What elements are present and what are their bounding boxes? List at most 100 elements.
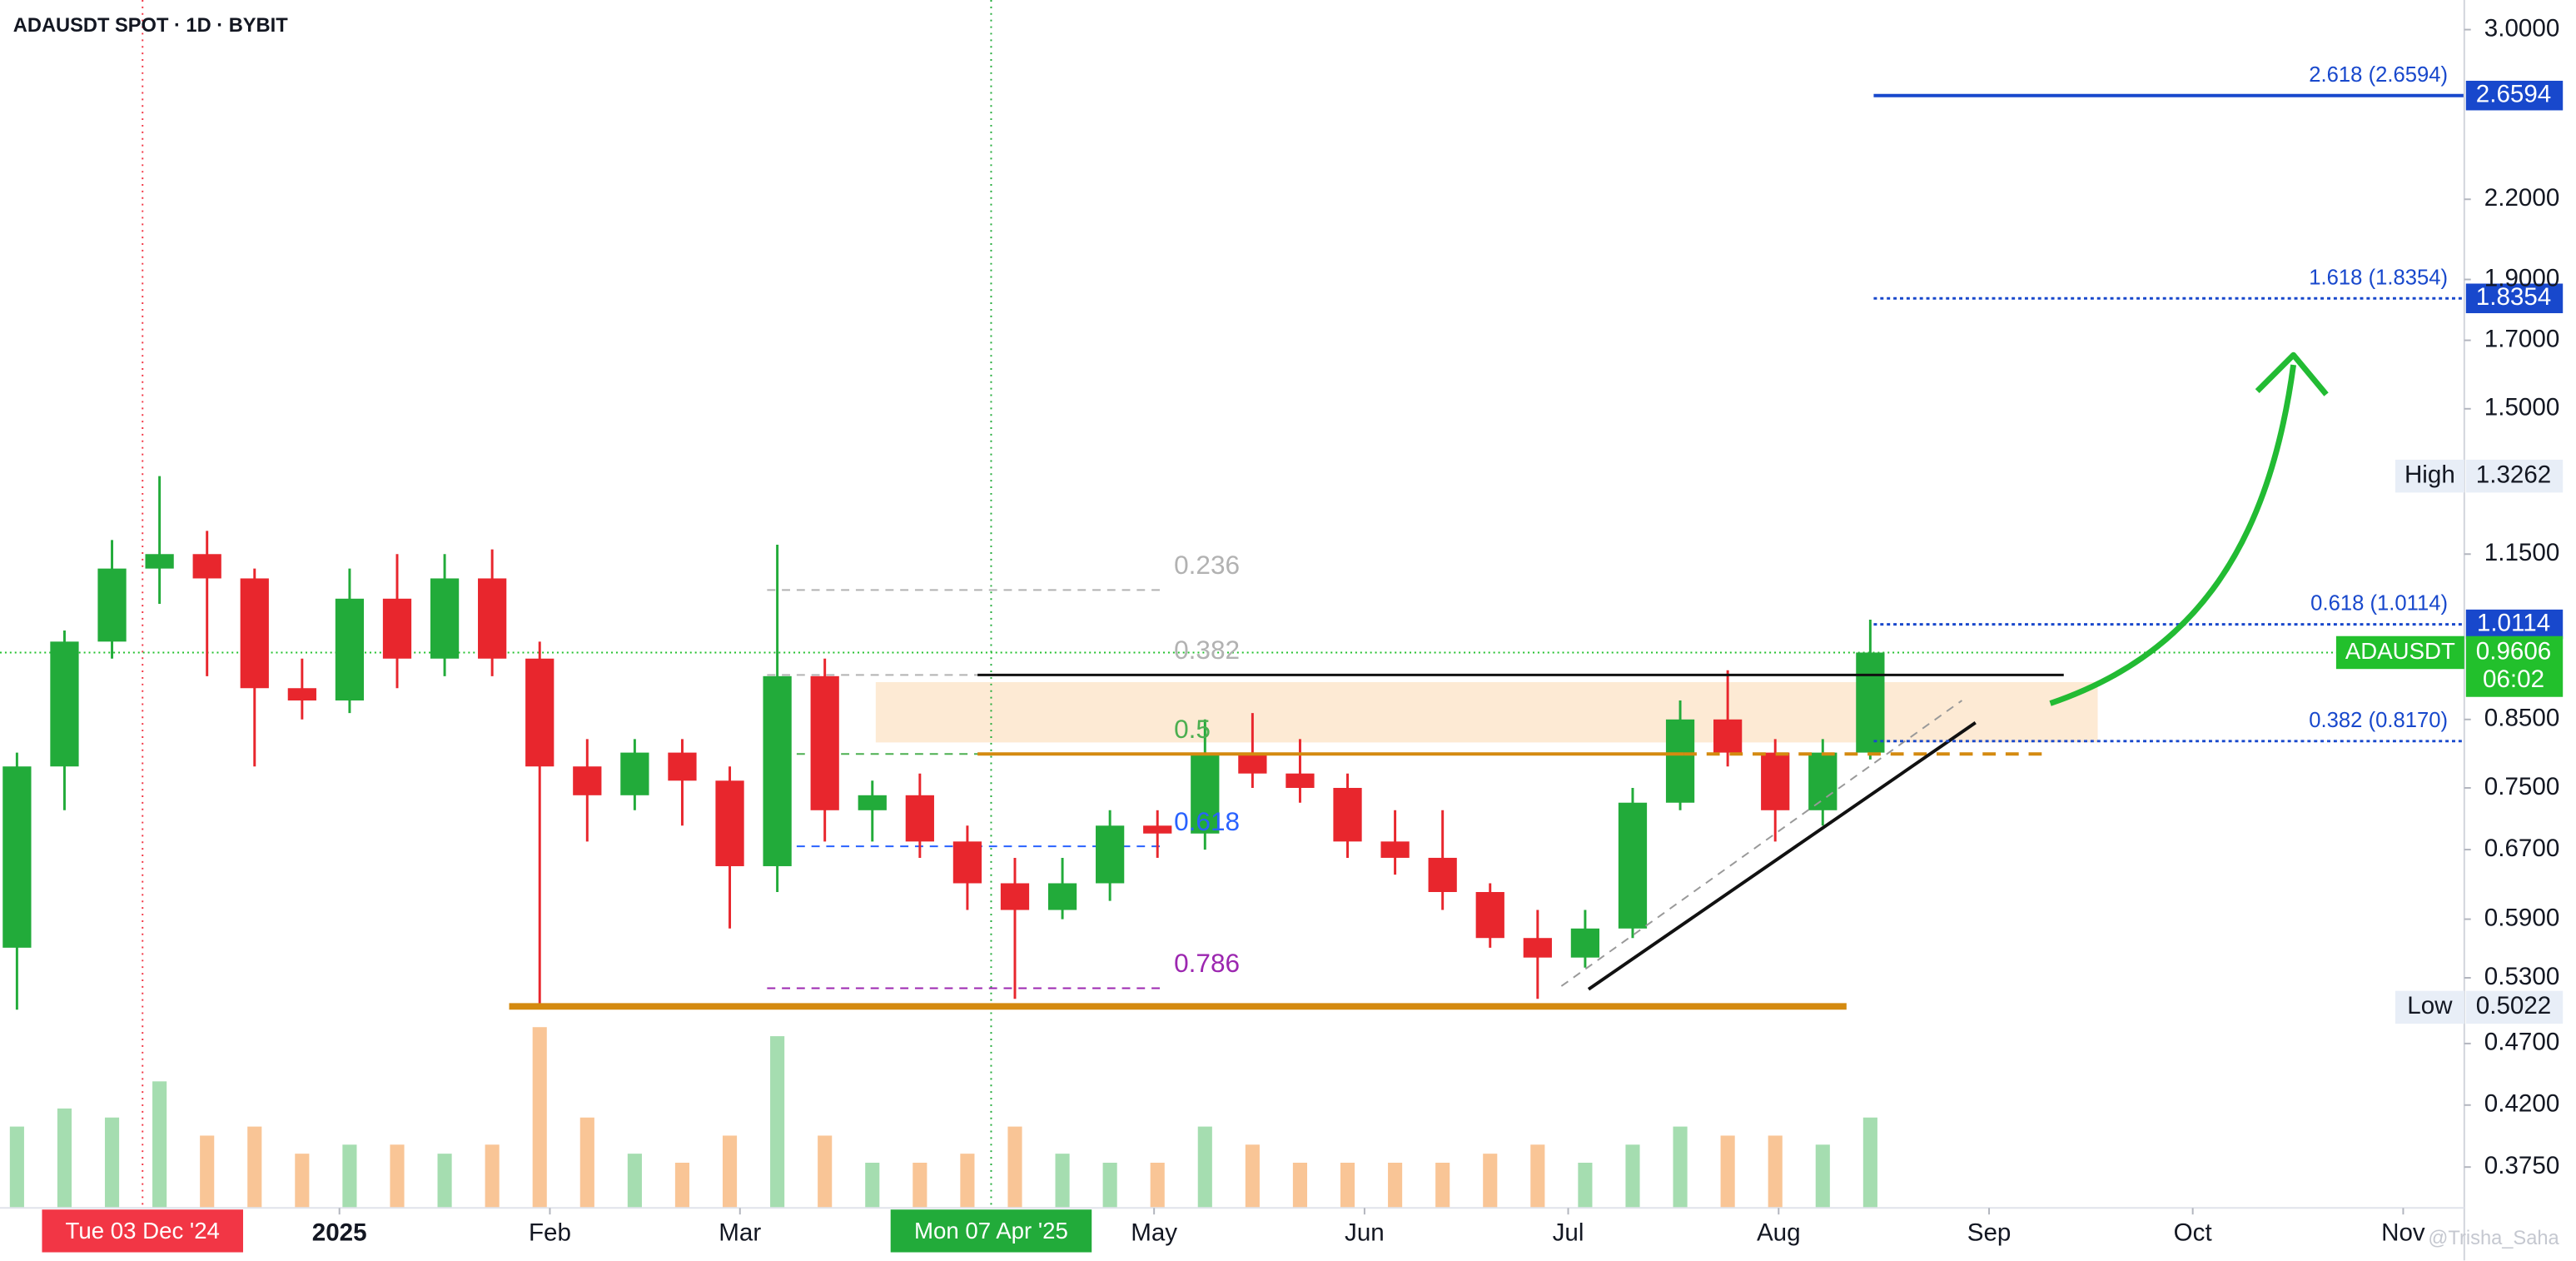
candle-body xyxy=(1523,938,1552,958)
volume-bar xyxy=(1388,1163,1403,1209)
candle-body xyxy=(1096,825,1125,884)
chart-title: ADAUSDT SPOT · 1D · BYBIT xyxy=(13,15,288,37)
y-tick-label: 1.5000 xyxy=(2484,394,2559,421)
volume-bar xyxy=(1102,1163,1117,1209)
candle-body xyxy=(145,554,174,569)
fib-label: 0.236 xyxy=(1174,550,1240,580)
x-tick-label: Feb xyxy=(529,1219,571,1247)
crosshair-label: Tue 03 Dec '24 xyxy=(66,1218,220,1244)
trendline xyxy=(1560,700,1963,987)
volume-pane xyxy=(9,1027,1877,1209)
price-tag-label-bg xyxy=(2394,990,2464,1024)
volume-bar xyxy=(485,1144,500,1209)
extension-label: 1.618 (1.8354) xyxy=(2309,266,2448,289)
volume-bar xyxy=(913,1163,927,1209)
extension-label: 2.618 (2.6594) xyxy=(2309,63,2448,87)
volume-bar xyxy=(674,1163,690,1209)
candle-body xyxy=(1238,752,1267,774)
candle-body xyxy=(1475,891,1504,939)
volume-bar xyxy=(1530,1144,1545,1209)
volume-bar xyxy=(532,1027,547,1209)
candle-body xyxy=(620,752,649,795)
volume-bar xyxy=(1625,1144,1640,1209)
x-tick-label: Jun xyxy=(1345,1219,1385,1247)
fib-label: 0.786 xyxy=(1174,948,1240,978)
y-tick-label: 0.3750 xyxy=(2484,1152,2559,1179)
candle-body xyxy=(905,795,934,842)
last-price-tag: 0.9606 xyxy=(2476,637,2551,665)
extension-tag-bg xyxy=(2465,283,2564,314)
last-price-tag-bg xyxy=(2465,635,2564,697)
y-tick-label: 0.7500 xyxy=(2484,773,2559,800)
volume-bar xyxy=(1245,1144,1260,1209)
y-tick-label: 0.6700 xyxy=(2484,835,2559,862)
extension-tag: 1.0114 xyxy=(2477,609,2550,636)
candle-body xyxy=(382,598,412,659)
candle-body xyxy=(1665,719,1695,803)
trendline xyxy=(1587,721,1977,991)
price-tag-label: Low xyxy=(2407,992,2453,1019)
volume-bar xyxy=(1862,1117,1877,1209)
candle-body xyxy=(1380,841,1410,858)
fib-label: 0.618 xyxy=(1174,806,1240,836)
volume-bar xyxy=(960,1154,975,1209)
price-tag-label-bg xyxy=(2394,459,2464,493)
crosshair-label-bg xyxy=(42,1209,243,1253)
volume-bar xyxy=(1150,1163,1165,1209)
x-tick-label: Mar xyxy=(719,1219,761,1247)
x-tick-label: Aug xyxy=(1757,1219,1801,1247)
volume-bar xyxy=(342,1144,357,1209)
candle-body xyxy=(763,675,792,866)
y-tick-label: 2.2000 xyxy=(2484,184,2559,212)
candle-body xyxy=(287,688,316,701)
candle-body xyxy=(1191,752,1220,834)
extension-tag: 2.6594 xyxy=(2476,81,2551,108)
volume-bar xyxy=(247,1126,262,1209)
volume-bar xyxy=(627,1154,642,1209)
candle-body xyxy=(430,578,460,659)
fib-label: 0.382 xyxy=(1174,635,1240,665)
price-tag-bg xyxy=(2465,990,2564,1024)
extension-tag-bg xyxy=(2465,80,2564,111)
y-tick-label: 3.0000 xyxy=(2484,14,2559,42)
symbol-tag-bg xyxy=(2335,635,2464,670)
price-tag-bg xyxy=(2465,459,2564,493)
candle-body xyxy=(1761,752,1790,810)
symbol-tag: ADAUSDT xyxy=(2345,638,2455,664)
volume-bar xyxy=(1720,1135,1735,1209)
volume-bar xyxy=(57,1108,72,1209)
volume-bar xyxy=(1578,1163,1593,1209)
volume-bar xyxy=(1340,1163,1355,1209)
crosshair-label-bg xyxy=(890,1209,1092,1253)
x-tick-label: Nov xyxy=(2381,1219,2425,1247)
y-tick-label: 0.5900 xyxy=(2484,904,2559,931)
countdown: 06:02 xyxy=(2483,665,2544,693)
candle-body xyxy=(50,641,79,767)
crosshair-label: Mon 07 Apr '25 xyxy=(914,1218,1068,1244)
candle-body xyxy=(1570,928,1600,958)
price-tag: 0.5022 xyxy=(2476,992,2551,1019)
candle-body xyxy=(1713,719,1743,753)
candle-body xyxy=(1856,652,1885,753)
axes: Tue 03 Dec '24 Mon 07 Apr '25 2.6594 1.8354… xyxy=(42,14,2564,1253)
candle-body xyxy=(1047,883,1077,910)
x-tick-label: 2025 xyxy=(312,1219,367,1247)
candle-body xyxy=(335,598,365,701)
price-tag: 1.3262 xyxy=(2476,461,2551,488)
candle-body xyxy=(1000,883,1030,910)
volume-bar xyxy=(1007,1126,1022,1209)
candle-body xyxy=(1428,857,1457,892)
y-tick-label: 0.5300 xyxy=(2484,963,2559,990)
candle-body xyxy=(952,841,982,884)
y-tick-label: 1.1500 xyxy=(2484,539,2559,566)
candle-body xyxy=(97,568,127,642)
drawings-front: 0.236 0.382 0.5 0.618 0.786 2.618 (2.6594) 1.6… xyxy=(509,63,2464,1010)
volume-bar xyxy=(295,1154,310,1209)
forecast-arrow-head xyxy=(2255,351,2329,396)
y-tick-label: 1.7000 xyxy=(2484,325,2559,352)
y-tick-label: 0.4700 xyxy=(2484,1029,2559,1056)
candle-body xyxy=(525,658,554,767)
volume-bar xyxy=(1435,1163,1450,1209)
candle-body xyxy=(1286,773,1315,788)
volume-bar xyxy=(818,1135,833,1209)
